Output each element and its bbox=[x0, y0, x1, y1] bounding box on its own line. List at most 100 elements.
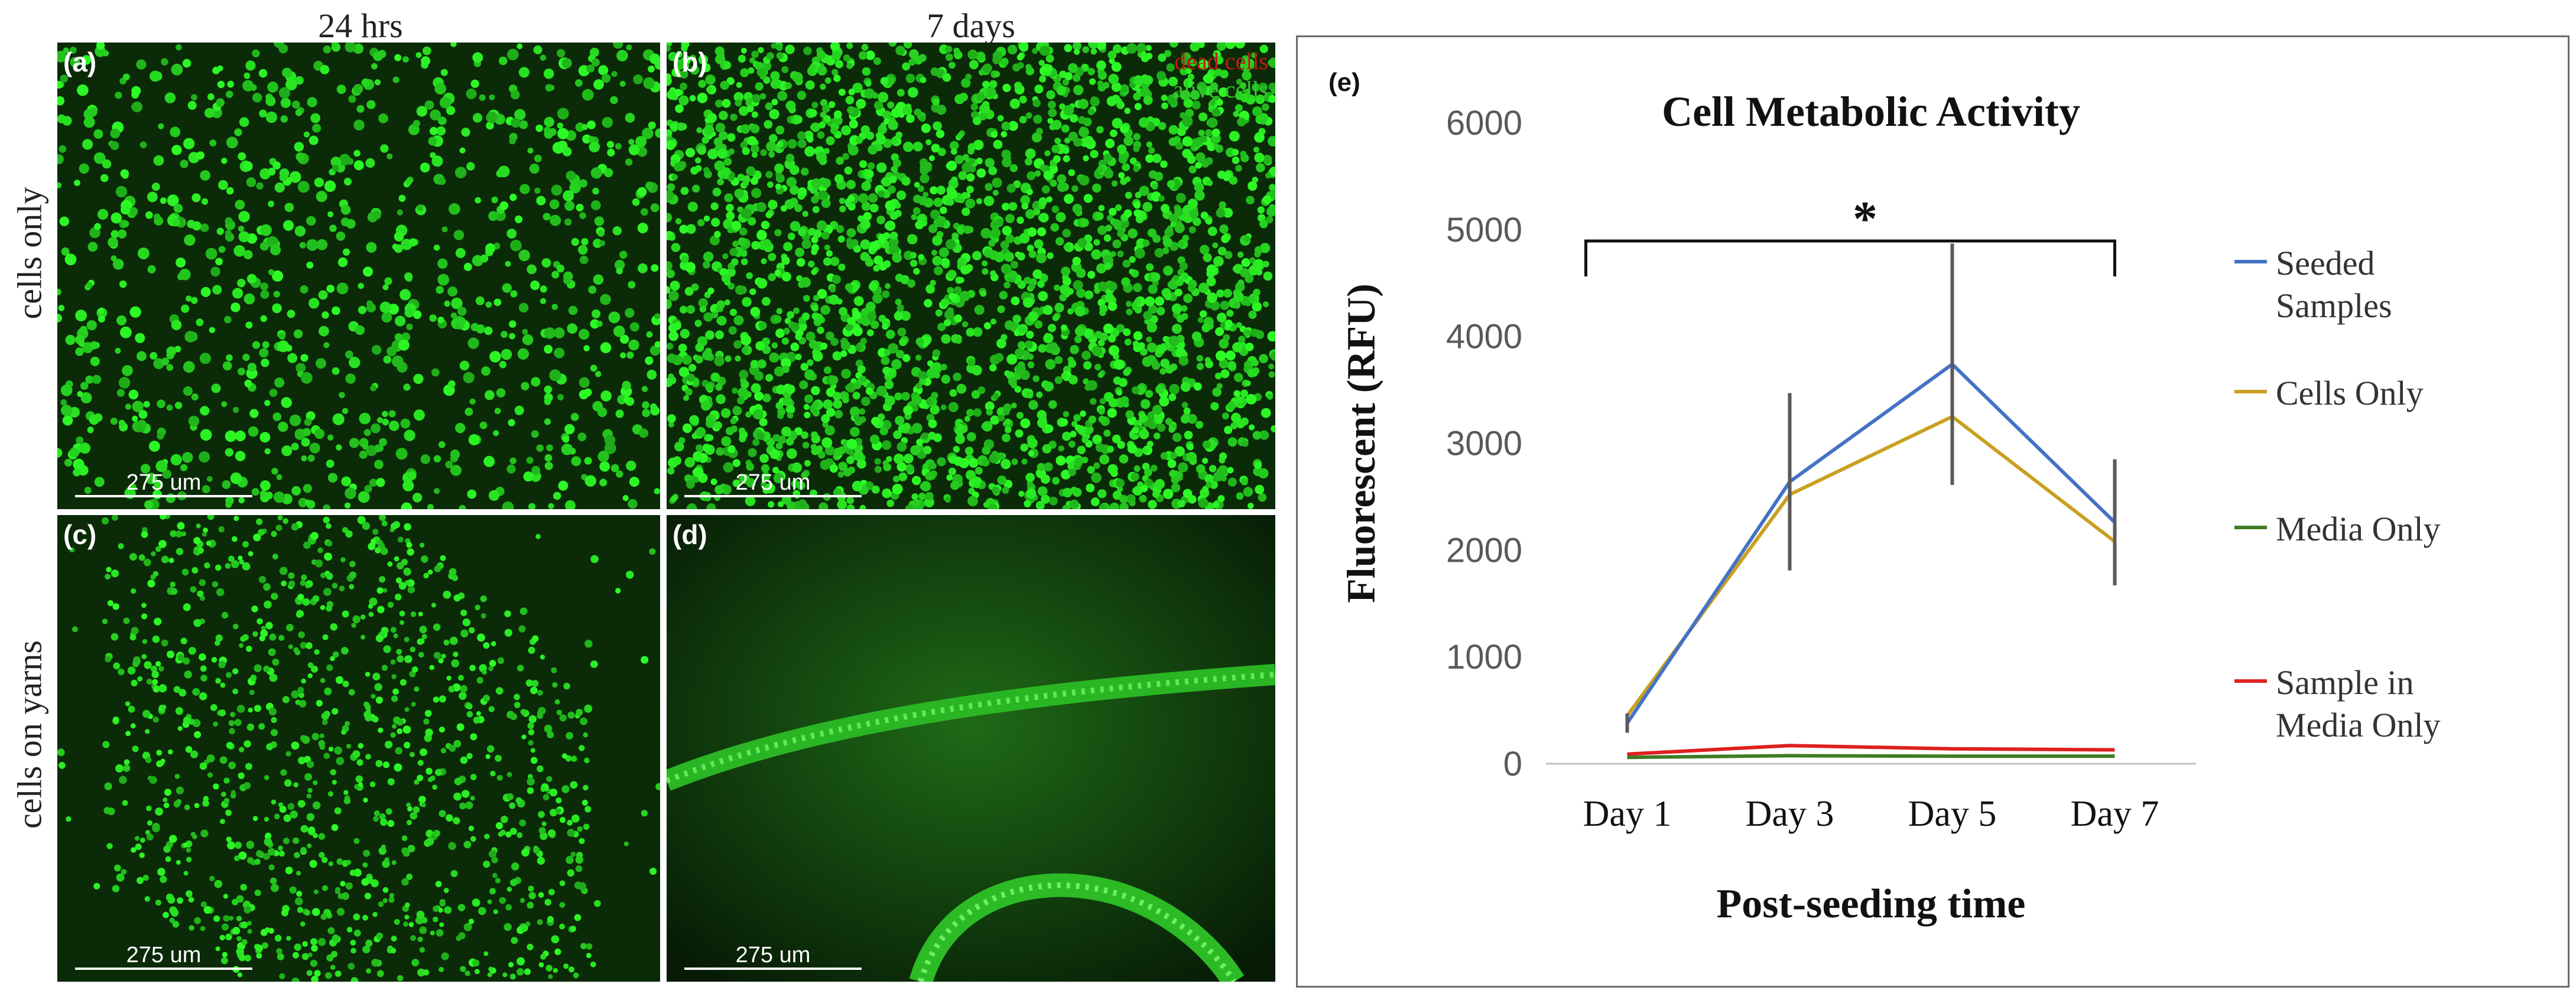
cell-dot bbox=[145, 211, 153, 219]
cell-dot bbox=[472, 898, 480, 907]
cell-dot bbox=[727, 133, 736, 142]
cell-dot bbox=[1172, 432, 1182, 442]
cell-dot bbox=[1150, 464, 1158, 472]
cell-dot bbox=[705, 330, 714, 340]
cell-dot bbox=[703, 260, 710, 269]
cell-dot bbox=[527, 901, 534, 909]
cell-dot bbox=[438, 177, 446, 185]
cell-dot bbox=[264, 400, 271, 406]
cell-dot bbox=[1008, 377, 1017, 386]
cell-dot bbox=[453, 230, 464, 240]
cell-dot bbox=[1050, 342, 1058, 350]
cell-dot bbox=[854, 382, 862, 389]
cell-dot bbox=[404, 902, 410, 908]
cell-dot bbox=[1015, 429, 1024, 438]
cell-dot bbox=[726, 204, 734, 212]
cell-dot bbox=[835, 60, 844, 69]
cell-dot bbox=[307, 952, 313, 957]
cell-dot bbox=[846, 237, 853, 245]
cell-dot bbox=[821, 178, 831, 188]
cell-dot bbox=[865, 387, 873, 395]
cell-dot bbox=[802, 441, 810, 449]
cell-dot bbox=[594, 900, 601, 907]
cell-dot bbox=[234, 719, 242, 727]
cell-dot bbox=[190, 750, 199, 758]
cell-dot bbox=[382, 761, 390, 768]
cell-dot bbox=[312, 801, 321, 810]
cell-dot bbox=[882, 110, 892, 120]
cell-dot bbox=[1002, 486, 1009, 494]
cell-dot bbox=[1020, 443, 1029, 452]
cell-dot bbox=[1233, 292, 1244, 302]
cell-dot bbox=[938, 216, 946, 224]
cell-dot bbox=[842, 153, 849, 160]
cell-dot bbox=[992, 392, 999, 399]
cell-dot bbox=[548, 888, 555, 895]
cell-dot bbox=[713, 137, 723, 146]
cell-dot bbox=[984, 322, 992, 330]
cell-dot bbox=[959, 93, 968, 102]
cell-dot bbox=[1038, 60, 1045, 66]
cell-dot bbox=[967, 432, 976, 442]
cell-dot bbox=[1068, 441, 1076, 448]
cell-dot bbox=[419, 926, 427, 934]
cell-dot bbox=[878, 92, 889, 103]
cell-dot bbox=[1073, 280, 1083, 291]
cell-dot bbox=[1081, 436, 1089, 444]
cell-dot bbox=[1258, 468, 1269, 478]
cell-dot bbox=[98, 315, 105, 323]
cell-dot bbox=[822, 105, 830, 113]
cell-dot bbox=[194, 803, 200, 809]
cell-dot bbox=[808, 340, 818, 349]
cell-dot bbox=[1037, 486, 1048, 496]
cell-dot bbox=[1139, 413, 1148, 423]
cell-dot bbox=[349, 571, 357, 579]
cell-dot bbox=[956, 383, 967, 394]
cell-dot bbox=[1219, 201, 1226, 209]
cell-dot bbox=[1270, 351, 1275, 361]
cell-dot bbox=[712, 187, 722, 197]
cell-dot bbox=[406, 802, 411, 807]
cell-dot bbox=[1117, 441, 1125, 449]
cell-dot bbox=[538, 962, 544, 968]
cell-dot bbox=[273, 291, 280, 298]
cell-dot bbox=[173, 686, 181, 693]
cell-dot bbox=[177, 897, 184, 904]
cell-dot bbox=[1257, 206, 1265, 214]
cell-dot bbox=[342, 680, 349, 688]
cell-dot bbox=[311, 732, 320, 741]
cell-dot bbox=[1182, 136, 1193, 147]
cell-dot bbox=[730, 425, 738, 433]
cell-dot bbox=[421, 634, 427, 640]
cell-dot bbox=[131, 847, 137, 853]
cell-dot bbox=[844, 283, 853, 291]
cell-dot bbox=[183, 603, 191, 611]
cell-dot bbox=[854, 414, 860, 421]
cell-dot bbox=[243, 250, 253, 260]
cell-dot bbox=[237, 279, 246, 288]
cell-dot bbox=[1052, 314, 1059, 321]
cell-dot bbox=[232, 536, 238, 542]
cell-dot bbox=[1024, 500, 1031, 508]
cell-dot bbox=[716, 447, 725, 456]
cell-dot bbox=[817, 50, 826, 59]
cell-dot bbox=[780, 205, 787, 212]
cell-dot bbox=[177, 522, 185, 530]
cell-dot bbox=[863, 211, 872, 221]
cell-dot bbox=[639, 428, 649, 438]
cell-dot bbox=[215, 634, 223, 642]
cell-dot bbox=[883, 118, 890, 125]
cell-dot bbox=[544, 344, 553, 354]
cell-dot bbox=[1169, 470, 1177, 478]
cell-dot bbox=[730, 418, 737, 425]
cell-dot bbox=[518, 625, 526, 633]
cell-dot bbox=[1262, 301, 1269, 308]
cell-dot bbox=[192, 688, 200, 696]
cell-dot bbox=[873, 265, 880, 272]
cell-dot bbox=[295, 897, 303, 905]
cell-dot bbox=[642, 128, 654, 139]
cell-dot bbox=[1181, 305, 1188, 312]
cell-dot bbox=[551, 271, 560, 279]
cell-dot bbox=[1032, 375, 1040, 382]
cell-dot bbox=[300, 580, 306, 586]
